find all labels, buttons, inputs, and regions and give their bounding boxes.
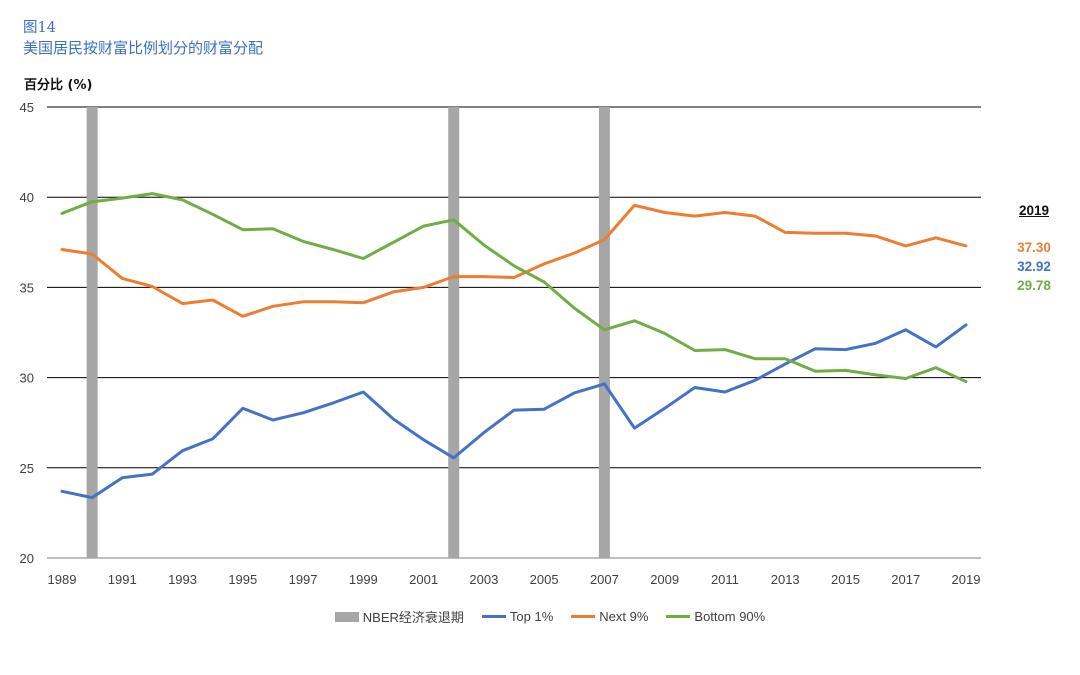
- x-tick-label-1991: 1991: [108, 572, 137, 587]
- x-tick-label-2011: 2011: [711, 572, 739, 587]
- y-tick-label-40: 40: [20, 190, 34, 205]
- x-tick-label-2009: 2009: [650, 572, 679, 587]
- figure-number: 图14: [23, 20, 56, 36]
- end-year-heading: 2019: [1018, 203, 1050, 218]
- y-tick-label-20: 20: [20, 551, 34, 566]
- x-tick-label-1993: 1993: [168, 572, 197, 587]
- end-value-top-1: 32.92: [1017, 259, 1051, 274]
- x-tick-label-2001: 2001: [409, 572, 438, 587]
- legend-swatch-top-1: [481, 615, 506, 618]
- y-tick-label-45: 45: [20, 100, 34, 115]
- y-axis-unit-label: 百分比 (%): [24, 78, 93, 93]
- recession-bar-1990: [86, 107, 98, 558]
- chart-title: 美国居民按财富比例划分的财富分配: [23, 39, 264, 57]
- x-tick-label-2015: 2015: [831, 572, 860, 587]
- legend-item-recession: NBER经济衰退期: [334, 607, 464, 626]
- end-value-bottom-90: 29.78: [1017, 278, 1051, 293]
- end-value-next-9: 37.30: [1017, 240, 1051, 255]
- x-tick-label-2017: 2017: [891, 572, 920, 587]
- legend-label-recession: NBER经济衰退期: [362, 610, 464, 625]
- series-line-bottom-90: [60, 192, 968, 384]
- series-line-next-9: [60, 203, 968, 318]
- x-tick-label-1999: 1999: [349, 572, 378, 587]
- x-tick-label-1997: 1997: [289, 572, 318, 587]
- legend-swatch-next-9: [571, 615, 596, 618]
- legend-item-top-1: Top 1%: [481, 609, 554, 624]
- x-tick-label-2005: 2005: [530, 572, 559, 587]
- series-line-top-1: [60, 323, 968, 500]
- legend-label-top-1: Top 1%: [509, 609, 554, 624]
- y-tick-label-25: 25: [20, 461, 34, 476]
- x-tick-label-2007: 2007: [590, 572, 619, 587]
- legend-item-bottom-90: Bottom 90%: [666, 609, 765, 624]
- legend-swatch-bottom-90: [666, 615, 691, 618]
- recession-bar-2007: [598, 107, 610, 558]
- legend-label-bottom-90: Bottom 90%: [694, 609, 766, 624]
- x-tick-label-2013: 2013: [771, 572, 800, 587]
- y-tick-label-30: 30: [20, 371, 34, 386]
- legend-swatch-recession: [334, 611, 359, 622]
- x-tick-label-2019: 2019: [952, 572, 981, 587]
- legend-label-next-9: Next 9%: [599, 609, 649, 624]
- legend-item-next-9: Next 9%: [571, 609, 648, 624]
- recession-bar-2002: [448, 107, 460, 558]
- figure-header: 图14 美国居民按财富比例划分的财富分配: [23, 18, 263, 58]
- x-tick-label-2003: 2003: [469, 572, 498, 587]
- chart-legend: NBER经济衰退期 Top 1% Next 9% Bottom 90%: [0, 607, 1080, 626]
- line-chart: 20 25 30 35 40 45 1989 1991 1993 1995 1997 1999 2001…: [20, 100, 981, 587]
- x-tick-label-1995: 1995: [228, 572, 257, 587]
- x-tick-label-1989: 1989: [48, 572, 77, 587]
- y-tick-label-35: 35: [20, 280, 34, 295]
